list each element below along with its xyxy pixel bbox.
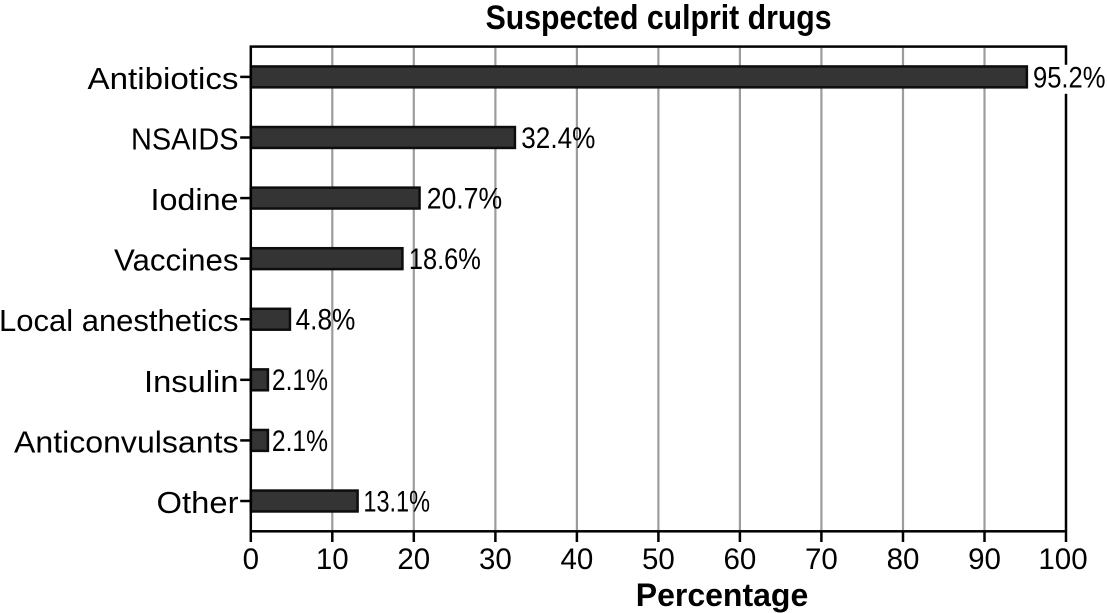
svg-text:80: 80 <box>887 543 920 576</box>
svg-text:95.2%: 95.2% <box>1033 61 1106 94</box>
svg-text:Other: Other <box>157 485 239 520</box>
svg-text:20: 20 <box>397 543 430 576</box>
svg-text:Iodine: Iodine <box>151 182 239 217</box>
svg-text:30: 30 <box>479 543 512 576</box>
svg-text:0: 0 <box>243 543 259 576</box>
svg-text:Insulin: Insulin <box>144 364 239 399</box>
svg-text:13.1%: 13.1% <box>363 485 430 518</box>
svg-text:20.7%: 20.7% <box>427 183 502 216</box>
svg-text:Local anesthetics: Local anesthetics <box>0 303 239 338</box>
svg-text:90: 90 <box>968 543 1001 576</box>
svg-text:Anticonvulsants: Anticonvulsants <box>14 424 239 459</box>
svg-text:Vaccines: Vaccines <box>114 243 239 278</box>
svg-text:Percentage: Percentage <box>636 577 809 613</box>
svg-text:60: 60 <box>723 543 756 576</box>
svg-text:2.1%: 2.1% <box>272 425 328 458</box>
svg-text:NSAIDS: NSAIDS <box>131 122 239 157</box>
svg-text:70: 70 <box>805 543 838 576</box>
svg-text:100: 100 <box>1038 543 1087 576</box>
svg-text:Suspected culprit drugs: Suspected culprit drugs <box>486 0 832 37</box>
svg-text:32.4%: 32.4% <box>521 122 595 155</box>
svg-text:18.6%: 18.6% <box>409 243 481 276</box>
svg-text:50: 50 <box>642 543 675 576</box>
svg-text:4.8%: 4.8% <box>296 304 356 337</box>
svg-text:40: 40 <box>560 543 593 576</box>
svg-text:10: 10 <box>316 543 349 576</box>
svg-text:2.1%: 2.1% <box>272 364 328 397</box>
svg-text:Antibiotics: Antibiotics <box>88 61 239 96</box>
